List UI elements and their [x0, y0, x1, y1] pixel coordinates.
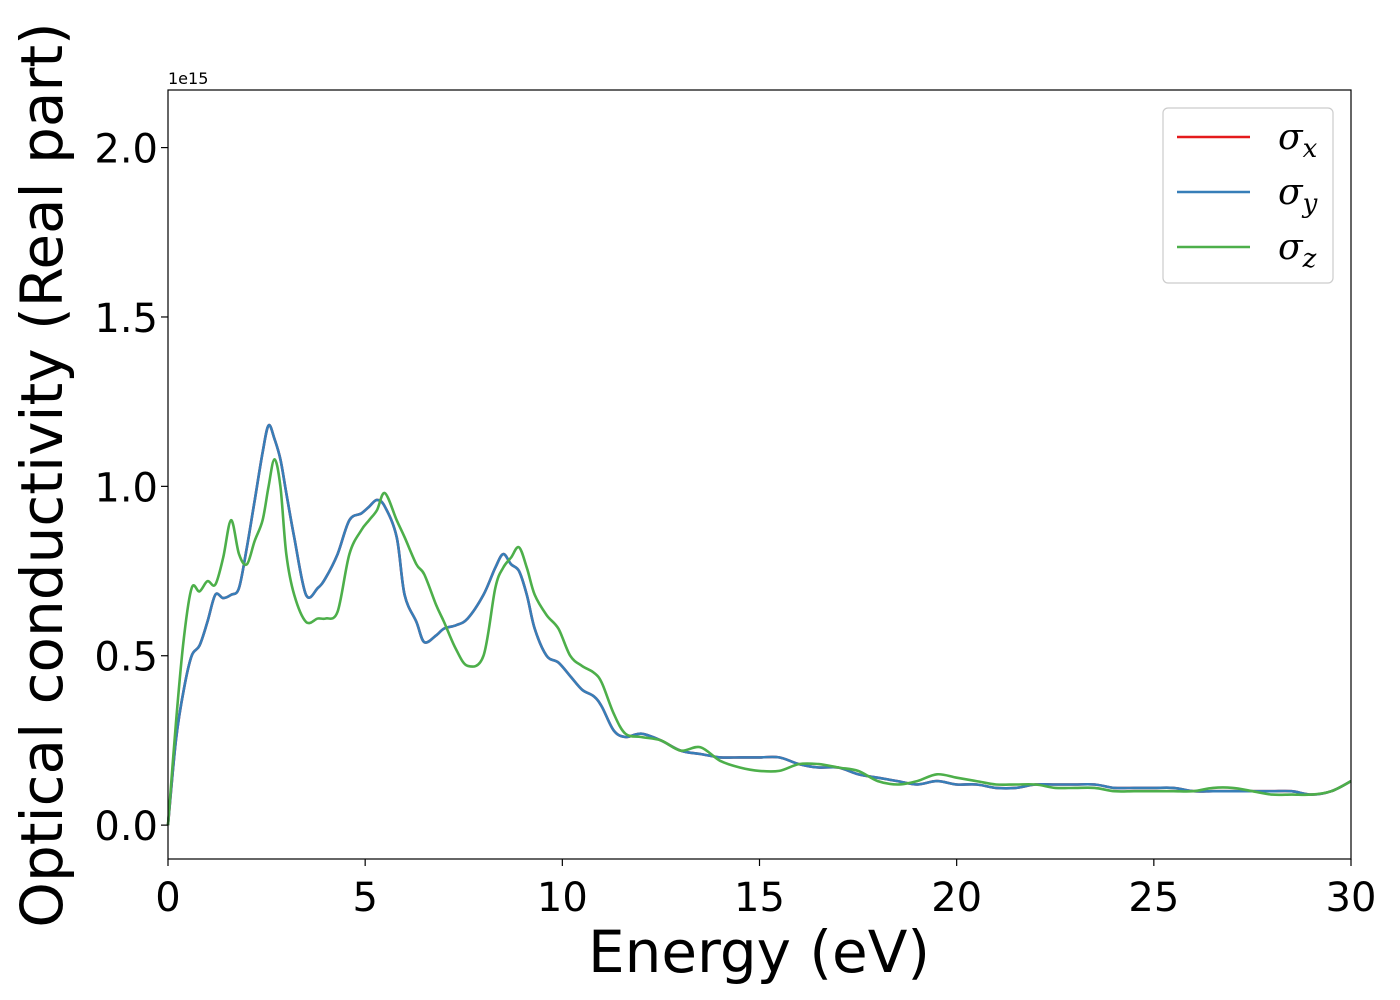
x-axis-ticks: 0 5 10 15 20 25 30: [155, 859, 1376, 921]
y-axis-title: Optical conductivity (Real part): [8, 22, 76, 927]
x-tick-label: 20: [931, 875, 982, 921]
y-tick-label: 1.0: [94, 465, 158, 511]
y-axis-ticks: 0.0 0.5 1.0 1.5 2.0: [94, 127, 168, 850]
legend-label-y: σy: [1278, 172, 1318, 219]
legend-box: [1162, 107, 1334, 284]
legend: σx σy σz: [1162, 107, 1334, 284]
y-tick-label: 1.5: [94, 296, 158, 342]
legend-label-x: σx: [1278, 117, 1318, 164]
series-line-y: [166, 423, 1352, 826]
x-tick-label: 30: [1326, 875, 1377, 921]
legend-items: σx σy σz: [1177, 117, 1318, 274]
x-tick-label: 15: [734, 875, 785, 921]
x-axis-title: Energy (eV): [588, 918, 930, 986]
y-tick-label: 2.0: [94, 127, 158, 173]
legend-label-z: σz: [1278, 227, 1317, 274]
y-axis-offset-label: 1e15: [168, 69, 208, 88]
x-tick-label: 25: [1128, 875, 1179, 921]
x-tick-label: 0: [155, 875, 180, 921]
x-tick-label: 10: [537, 875, 588, 921]
x-tick-label: 5: [352, 875, 377, 921]
y-tick-label: 0.0: [94, 804, 158, 850]
series-layer: [166, 423, 1352, 826]
series-line-x: [166, 423, 1352, 826]
series-line-z: [166, 458, 1352, 826]
y-tick-label: 0.5: [94, 635, 158, 681]
